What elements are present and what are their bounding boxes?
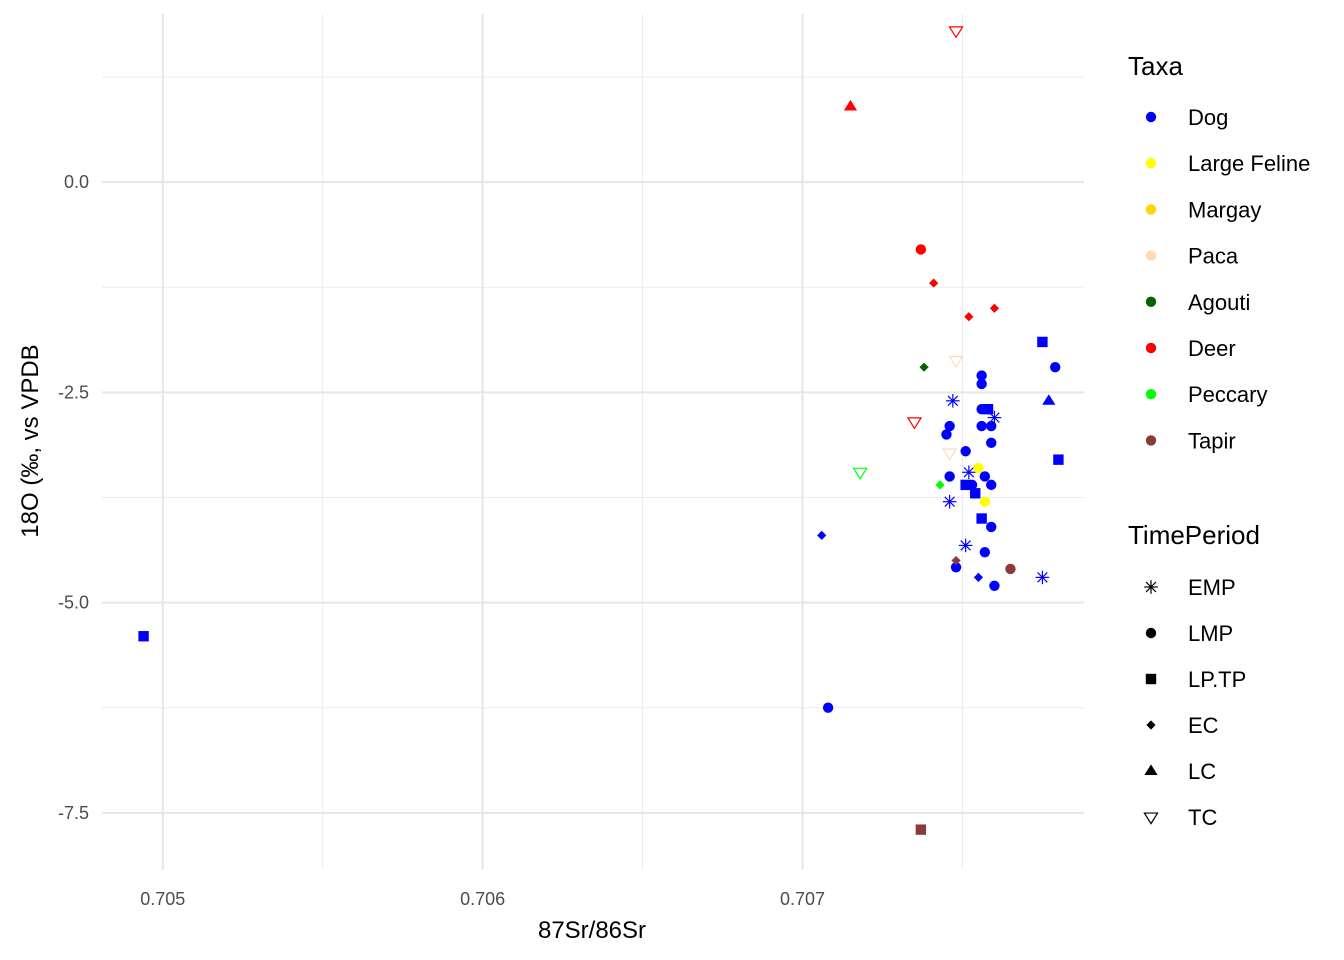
data-point (1042, 394, 1056, 405)
data-point (852, 467, 868, 481)
data-point (979, 471, 991, 482)
data-point (982, 404, 994, 415)
data-point (1005, 563, 1016, 575)
data-point (948, 355, 964, 369)
x-tick-label: 0.707 (780, 889, 825, 909)
data-point (986, 437, 997, 449)
legend-label: TC (1188, 805, 1217, 830)
data-point (1053, 454, 1064, 465)
taxa-legend: Taxa Dog Large Feline Margay Paca Agouti Deer… (1128, 51, 1310, 453)
legend-key-ec (1146, 720, 1156, 730)
legend-label: Peccary (1188, 382, 1267, 407)
data-point (976, 513, 987, 524)
y-axis-title: 18O (‰, vs VPDB (17, 344, 44, 537)
legend-label: Paca (1188, 244, 1239, 269)
legend-label: EMP (1188, 575, 1236, 600)
data-point (941, 448, 958, 461)
legend-label: Margay (1188, 197, 1261, 222)
data-point (976, 370, 987, 381)
data-point (948, 26, 964, 39)
data-point (989, 303, 1000, 313)
data-point (986, 521, 997, 533)
data-point (964, 312, 974, 322)
legend-label: LP.TP (1188, 667, 1246, 692)
legend-key-lp-tp (1145, 673, 1157, 685)
legend-label: LC (1188, 759, 1216, 784)
data-point (915, 824, 927, 835)
data-point (138, 631, 149, 642)
data-point (979, 496, 991, 507)
legend-key-deer (1145, 342, 1157, 354)
data-point (935, 480, 945, 490)
data-point (966, 479, 978, 491)
data-point (1050, 361, 1061, 373)
legend-key-agouti (1145, 296, 1157, 307)
data-point (944, 420, 955, 432)
data-point (915, 244, 927, 255)
timeperiod-legend-title: TimePeriod (1128, 520, 1260, 550)
data-point (942, 494, 957, 509)
data-point (941, 429, 952, 440)
major-grid (102, 14, 1084, 870)
data-point (944, 471, 955, 482)
legend-key-paca (1145, 250, 1157, 261)
legend-label: LMP (1188, 621, 1233, 646)
data-point (817, 530, 827, 540)
y-tick-label: -7.5 (58, 803, 89, 823)
legend-key-margay (1145, 204, 1157, 215)
data-point (843, 99, 858, 111)
legend-key-dog (1145, 111, 1157, 123)
x-tick-labels: 0.705 0.706 0.707 (140, 889, 825, 909)
data-point (976, 378, 987, 390)
legend-label: EC (1188, 713, 1219, 738)
legend-key-lc (1144, 764, 1158, 775)
data-point (929, 278, 939, 288)
data-point (960, 446, 971, 457)
data-point (1037, 336, 1048, 348)
x-tick-label: 0.705 (140, 889, 185, 909)
data-point (1035, 570, 1050, 585)
legend-label: Agouti (1188, 290, 1250, 315)
data-point (986, 479, 997, 491)
legend-key-large-feline (1145, 158, 1157, 169)
data-point (973, 572, 984, 582)
legend-key-tc (1143, 812, 1159, 825)
y-tick-label: -5.0 (58, 593, 89, 613)
y-tick-label: 0.0 (64, 172, 89, 192)
minor-grid (102, 14, 1084, 870)
legend-label: Dog (1188, 105, 1228, 130)
data-point (970, 488, 981, 499)
x-axis-title: 87Sr/86Sr (538, 917, 646, 944)
x-tick-label: 0.706 (460, 889, 505, 909)
data-point (979, 546, 991, 558)
data-point (950, 562, 962, 573)
y-tick-label: -2.5 (58, 382, 89, 402)
legend-label: Deer (1188, 336, 1236, 361)
data-point (973, 462, 984, 474)
legend-label: Tapir (1188, 428, 1236, 453)
data-point (951, 555, 961, 566)
legend-label: Large Feline (1188, 151, 1310, 176)
data-point (946, 393, 960, 408)
taxa-legend-title: Taxa (1128, 51, 1183, 81)
data-point (976, 420, 987, 432)
data-point (960, 479, 971, 491)
data-point (958, 538, 973, 553)
data-point (987, 410, 1002, 425)
timeperiod-legend: TimePeriod EMP LMP LP.TP EC LC TC (1128, 520, 1260, 830)
legend-key-tapir (1145, 435, 1157, 446)
data-point (962, 465, 976, 480)
y-tick-labels: 0.0 -2.5 -5.0 -7.5 (58, 172, 89, 823)
data-point (822, 702, 834, 713)
data-points (138, 26, 1064, 835)
data-point (919, 362, 929, 372)
legend-key-emp (1144, 580, 1158, 594)
data-point (989, 580, 1000, 591)
legend-key-lmp (1145, 627, 1157, 639)
data-point (906, 417, 923, 430)
legend-key-peccary (1145, 389, 1157, 400)
